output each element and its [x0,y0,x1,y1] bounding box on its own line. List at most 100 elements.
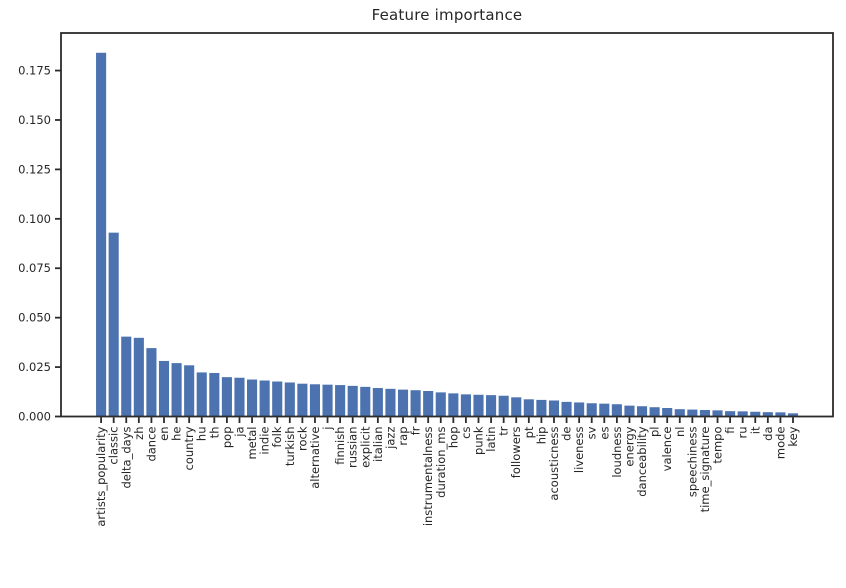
bar [347,385,358,417]
bar [385,388,396,417]
bar [586,403,597,417]
x-tick-label: explicit [358,426,372,468]
bar [548,400,560,417]
x-tick-label: dance [144,427,158,462]
x-tick-label: j [321,427,335,431]
bar [360,386,371,417]
bar [372,388,383,417]
x-tick-label: latin [484,427,498,452]
x-tick-label: italian [371,427,385,462]
bar [221,377,232,417]
bar [599,403,610,417]
x-tick-label: fi [723,427,737,434]
x-tick-label: it [748,426,762,434]
bar [662,408,673,417]
bar [284,382,295,417]
bar [674,409,685,417]
bar [234,377,245,417]
y-tick-label: 0.125 [18,162,51,176]
x-tick-label: metal [245,427,259,460]
bar [699,409,710,417]
y-tick-label: 0.175 [18,64,51,78]
x-tick-label: speechiness [685,427,699,498]
x-tick-label: pt [522,426,536,438]
y-tick-label: 0.050 [18,311,51,325]
x-tick-label: de [560,427,574,441]
bar [158,360,170,417]
bar [397,389,409,417]
bar [561,401,572,417]
y-tick-label: 0.075 [18,261,51,275]
bar [272,381,283,417]
bar [712,410,723,417]
bar [448,393,459,417]
x-tick-label: he [170,427,184,441]
x-tick-label: fr [409,426,423,435]
x-tick-label: time_signature [698,427,712,513]
y-tick-label: 0.025 [18,360,51,374]
x-tick-label: alternative [308,427,322,489]
bar [762,412,773,417]
x-tick-label: th [207,427,221,439]
x-tick-label: hop [446,427,460,449]
bar [750,411,761,417]
x-tick-label: ja [232,427,246,438]
x-tick-label: key [786,426,800,446]
bar [410,390,421,417]
x-tick-label: pop [220,427,234,449]
bar [133,337,144,417]
x-tick-label: tr [497,426,511,436]
bar [171,363,182,417]
bar [209,373,220,417]
bar [649,407,660,417]
x-tick-label: jazz [383,427,397,450]
x-tick-label: artists_popularity [94,426,108,526]
x-tick-label: es [597,427,611,440]
x-tick-label: ru [736,427,750,439]
bar [309,384,321,417]
x-tick-label: rap [396,427,410,446]
x-tick-label: delta_days [119,427,133,489]
x-tick-label: punk [472,426,486,455]
x-tick-label: followers [509,426,523,478]
plot-background [61,33,833,417]
x-tick-label: en [157,427,171,441]
bar [96,52,107,417]
chart-title: Feature importance [371,6,523,24]
bar [473,394,484,417]
bar [775,412,786,417]
bar [498,395,509,417]
bar [435,392,446,417]
x-tick-label: finnish [333,427,347,465]
bar [460,394,471,417]
x-tick-label: turkish [283,427,297,467]
x-tick-label: nl [673,427,687,437]
bar [725,411,736,417]
bar [536,399,547,417]
bar [196,372,207,417]
x-tick-label: classic [107,427,121,465]
x-tick-label: duration_ms [434,426,448,497]
x-tick-label: cs [459,427,473,439]
x-tick-label: indie [258,427,272,455]
bar [247,379,258,417]
x-tick-label: mode [773,427,787,460]
x-tick-label: tempo [711,427,725,464]
bar [322,384,333,417]
x-tick-label: rock [295,426,309,451]
x-tick-label: loudness [610,426,624,477]
x-tick-label: instrumentalness [421,426,435,526]
bar [611,404,622,417]
x-tick-label: hu [195,427,209,442]
bar [486,395,497,417]
x-tick-label: energy [622,426,636,466]
x-tick-label: danceability [635,426,649,496]
bar [297,383,308,417]
bar [335,385,346,417]
bar [423,391,434,417]
x-tick-label: russian [346,427,360,469]
x-tick-label: valence [660,427,674,472]
bar [787,413,799,417]
